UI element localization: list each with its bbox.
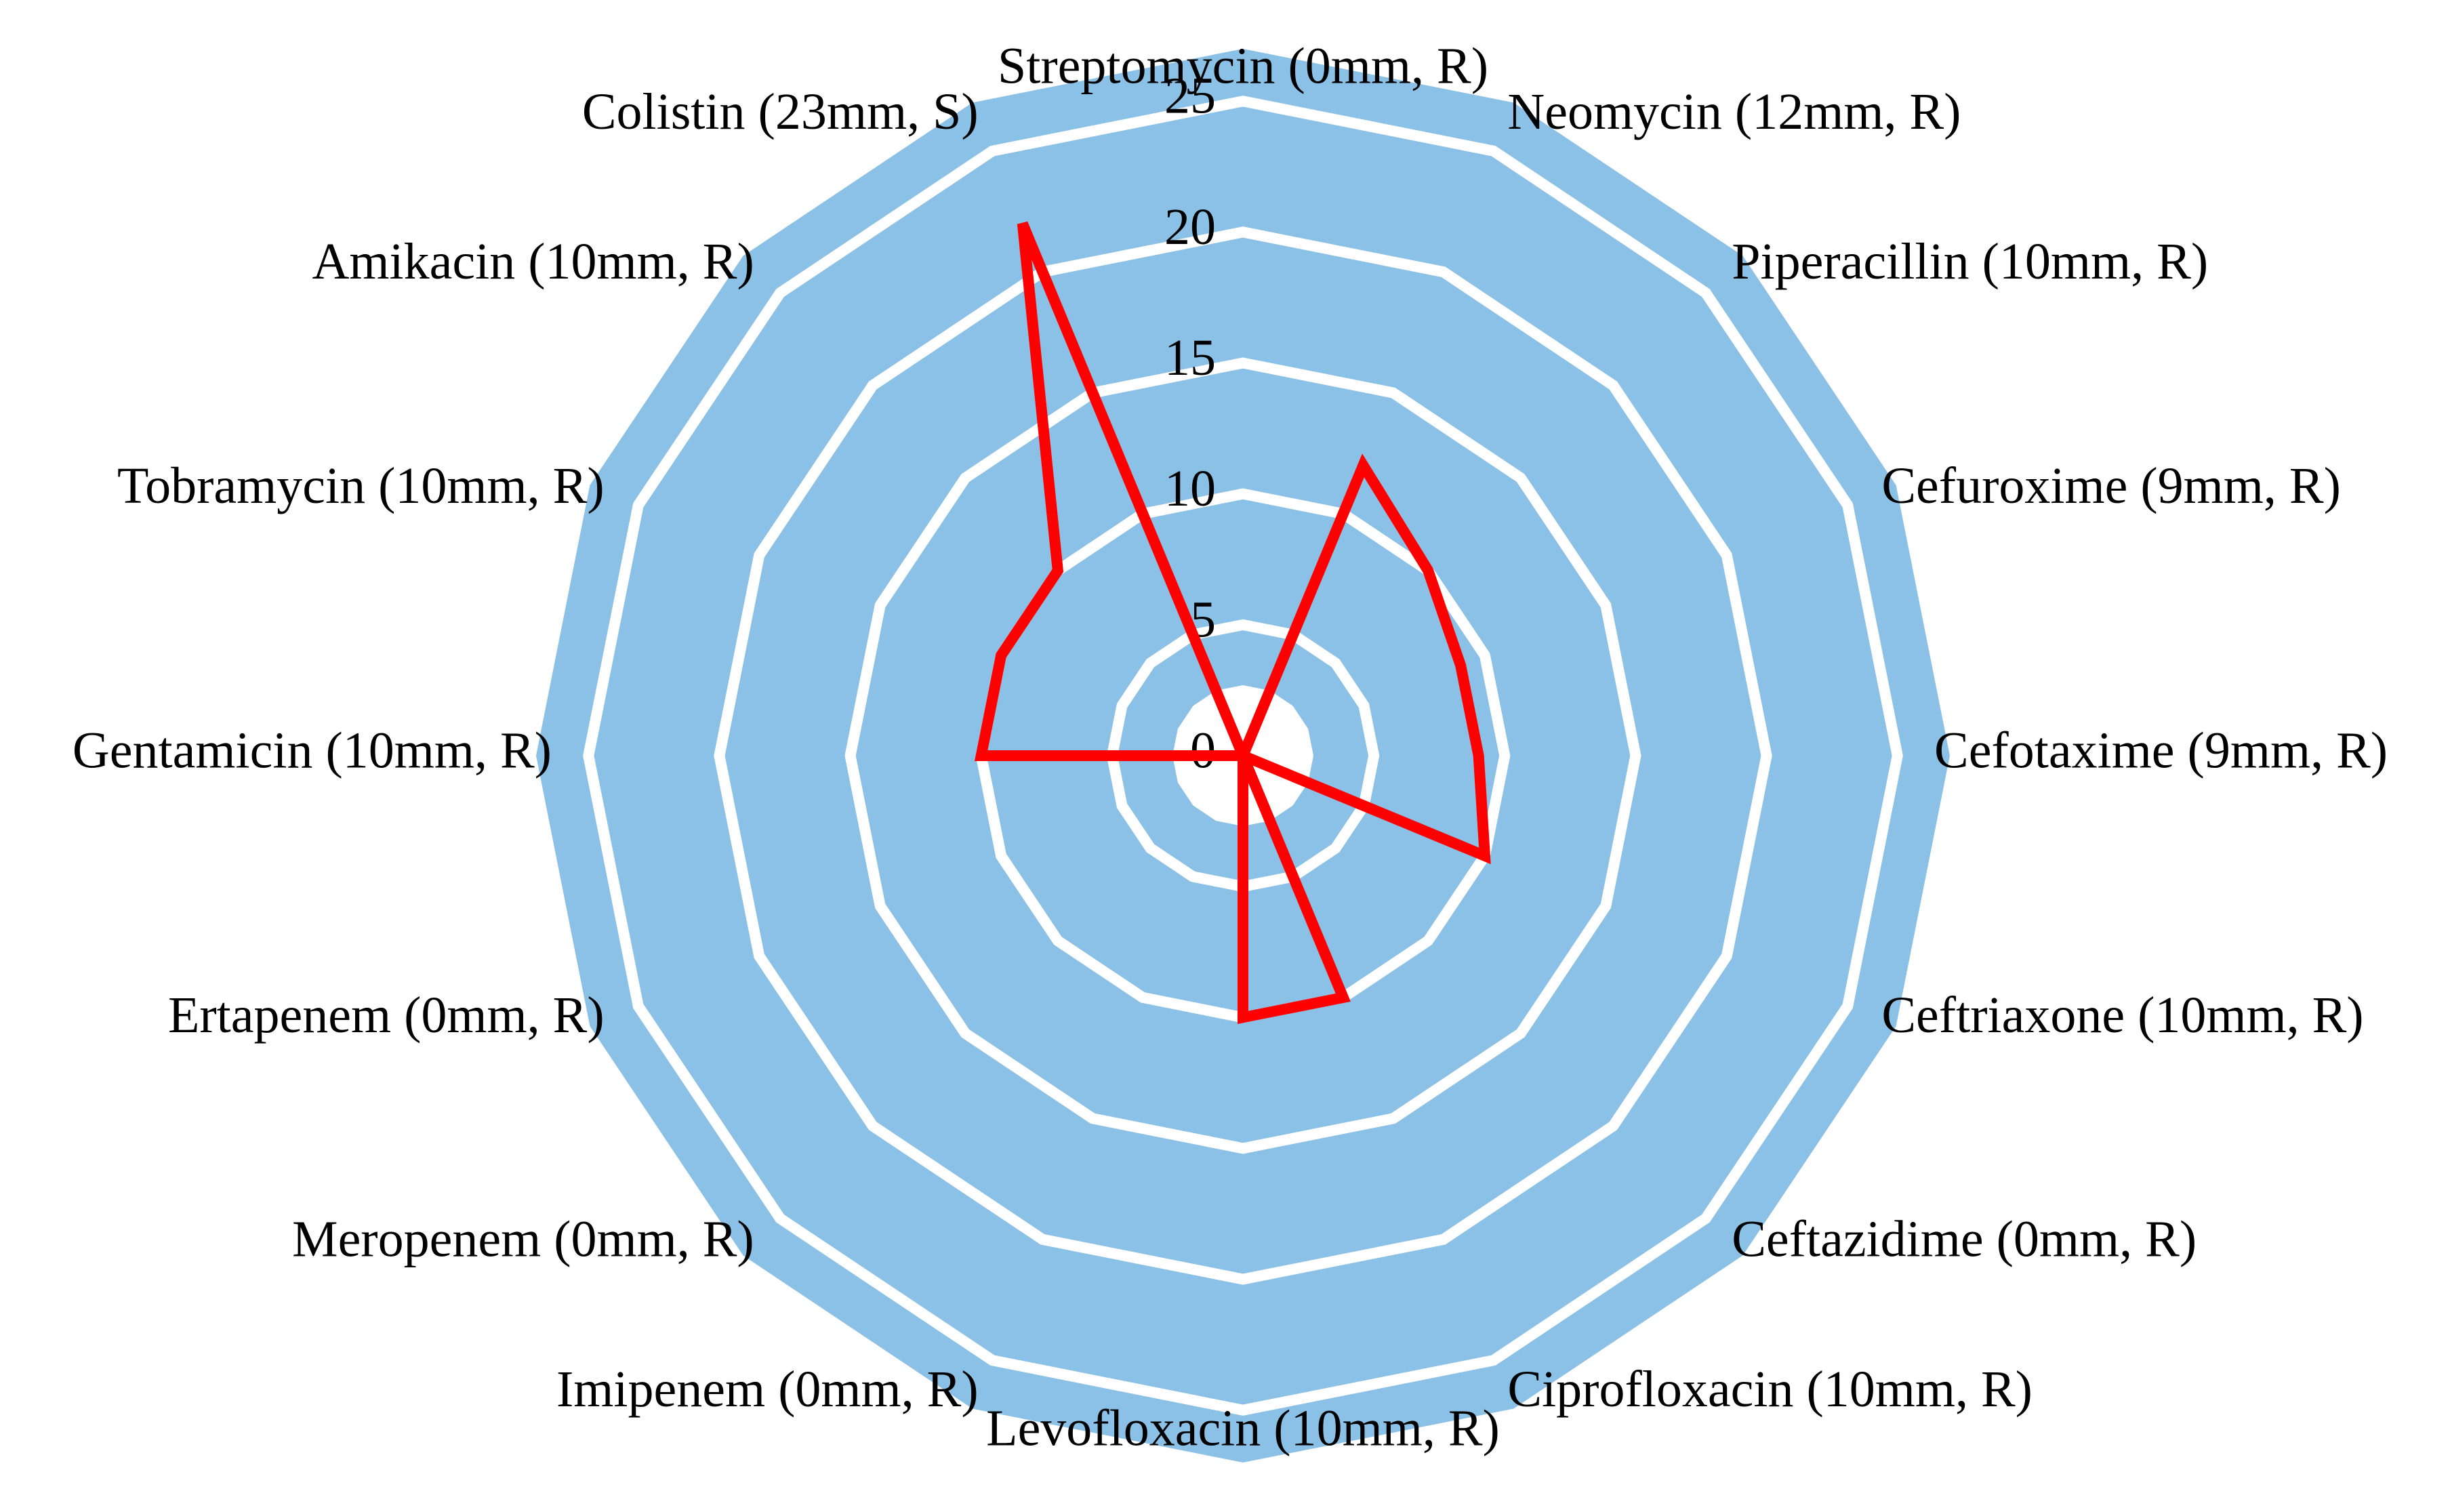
axis-label: Imipenem (0mm, R) bbox=[556, 1361, 979, 1418]
axis-label: Ciprofloxacin (10mm, R) bbox=[1507, 1361, 2033, 1418]
r-tick-label: 25 bbox=[1164, 68, 1216, 125]
axis-label: Levofloxacin (10mm, R) bbox=[986, 1399, 1500, 1456]
axis-label: Cefuroxime (9mm, R) bbox=[1881, 457, 2341, 514]
r-tick-label: 15 bbox=[1164, 329, 1216, 386]
axis-label: Gentamicin (10mm, R) bbox=[73, 722, 552, 779]
r-tick-label: 10 bbox=[1164, 460, 1216, 517]
axis-label: Cefotaxime (9mm, R) bbox=[1934, 722, 2388, 779]
axis-label: Colistin (23mm, S) bbox=[582, 83, 979, 140]
axis-label: Streptomycin (0mm, R) bbox=[998, 37, 1488, 94]
axis-label: Neomycin (12mm, R) bbox=[1507, 83, 1961, 140]
grid-ring bbox=[714, 226, 1772, 1285]
data-line bbox=[974, 221, 1491, 1025]
r-tick-label: 20 bbox=[1164, 199, 1216, 256]
axis-label: Piperacillin (10mm, R) bbox=[1732, 233, 2208, 290]
axis-label: Ertapenem (0mm, R) bbox=[168, 987, 605, 1044]
grid-ring bbox=[583, 96, 1903, 1416]
axis-label: Amikacin (10mm, R) bbox=[312, 233, 754, 290]
axis-label: Meropenem (0mm, R) bbox=[292, 1211, 754, 1268]
axis-label: Tobramycin (10mm, R) bbox=[117, 457, 605, 514]
grid-ring bbox=[844, 357, 1641, 1154]
axis-label: Ceftazidime (0mm, R) bbox=[1732, 1211, 2197, 1268]
axis-label: Ceftriaxone (10mm, R) bbox=[1881, 987, 2363, 1044]
